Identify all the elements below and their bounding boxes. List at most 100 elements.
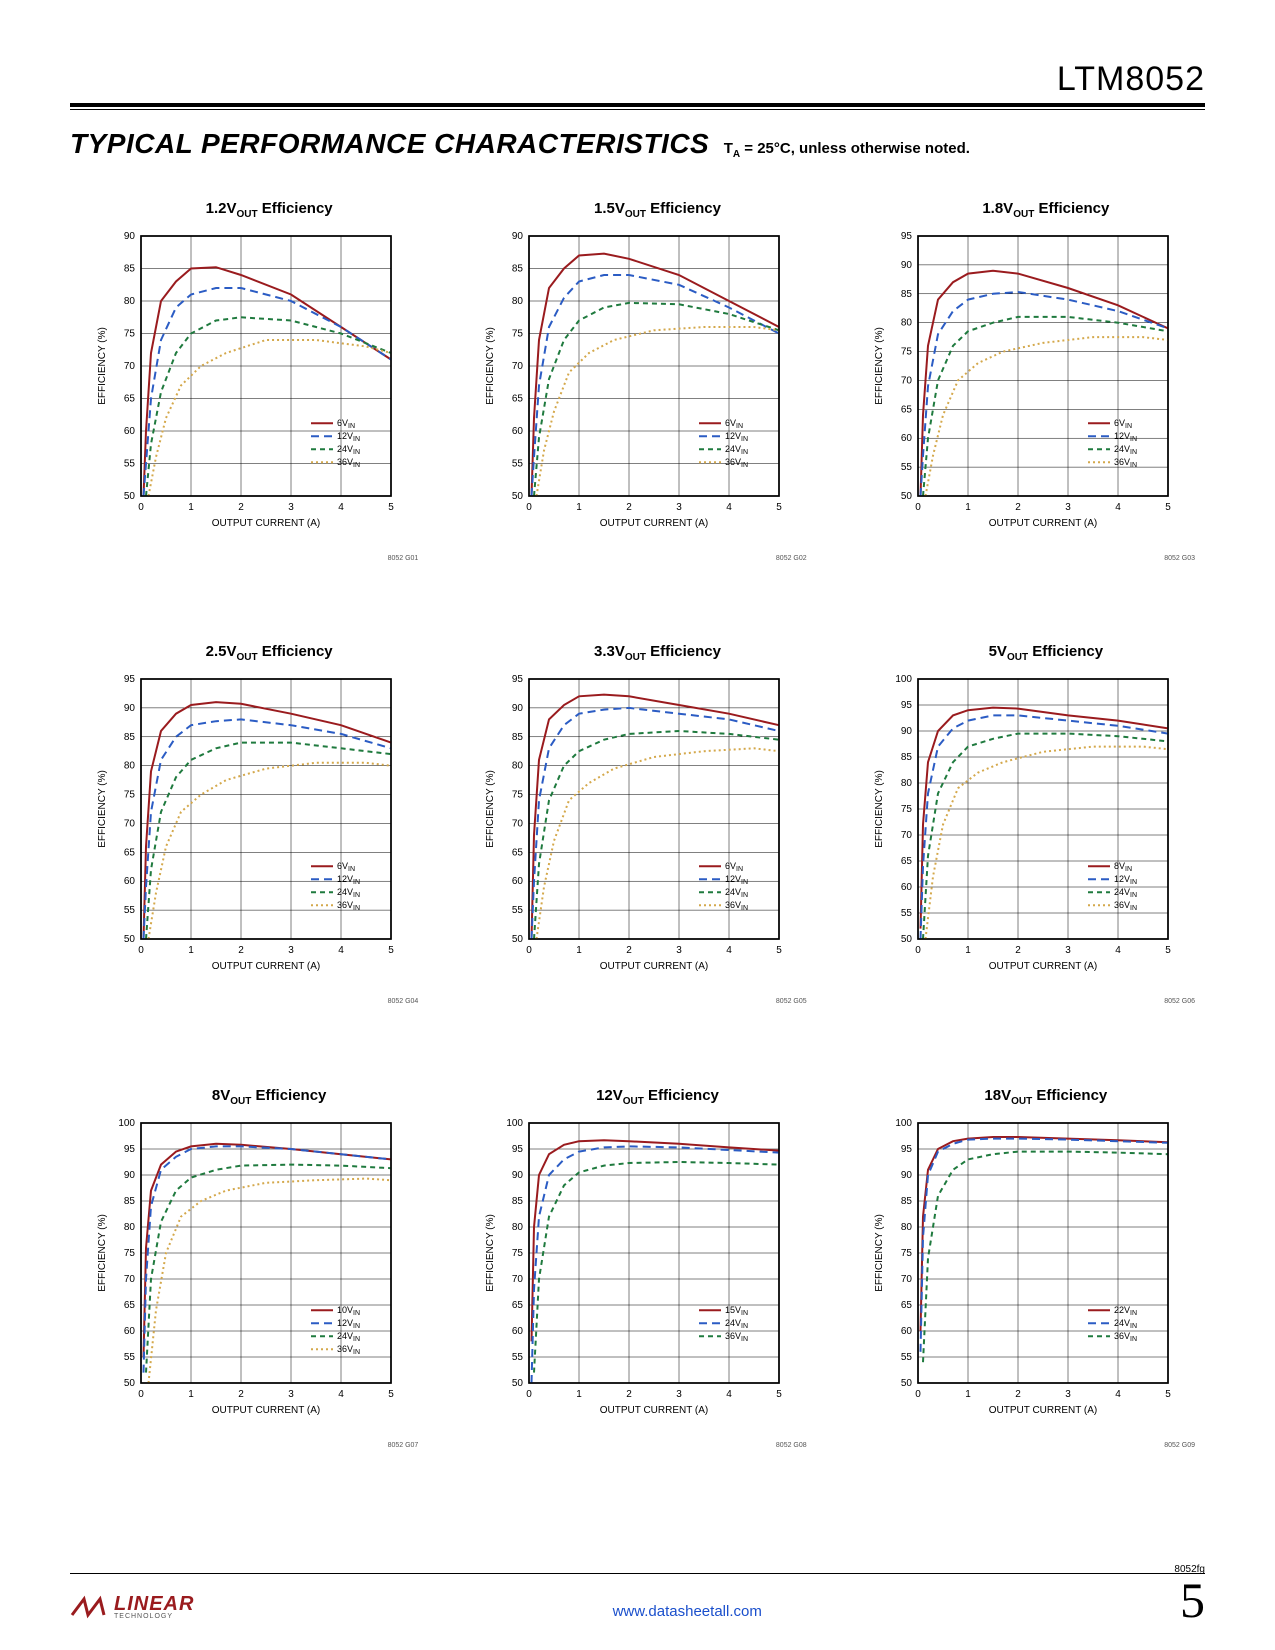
svg-text:1: 1 bbox=[188, 945, 194, 956]
svg-text:0: 0 bbox=[527, 1389, 533, 1400]
svg-text:3: 3 bbox=[1065, 1389, 1071, 1400]
svg-text:1: 1 bbox=[965, 1389, 971, 1400]
svg-text:50: 50 bbox=[512, 1378, 524, 1389]
logo-icon bbox=[70, 1595, 110, 1619]
svg-text:95: 95 bbox=[124, 1144, 136, 1155]
chart-cell: 1.5VOUT Efficiency5055606570758085900123… bbox=[458, 200, 816, 593]
svg-text:60: 60 bbox=[124, 1326, 136, 1337]
svg-text:100: 100 bbox=[118, 1118, 135, 1129]
svg-text:5: 5 bbox=[388, 1389, 394, 1400]
svg-text:65: 65 bbox=[901, 1300, 913, 1311]
svg-text:4: 4 bbox=[338, 1389, 344, 1400]
svg-text:100: 100 bbox=[895, 674, 912, 685]
svg-text:1: 1 bbox=[577, 1389, 583, 1400]
svg-text:4: 4 bbox=[338, 945, 344, 956]
svg-text:90: 90 bbox=[124, 231, 136, 242]
chart-title: 3.3VOUT Efficiency bbox=[594, 643, 721, 663]
efficiency-chart: 50556065707580859095100012345OUTPUT CURR… bbox=[89, 1113, 409, 1433]
section-note: TA = 25°C, unless otherwise noted. bbox=[724, 140, 970, 160]
figure-id: 8052 G01 bbox=[70, 555, 428, 562]
svg-text:90: 90 bbox=[901, 260, 913, 271]
footer-url-link[interactable]: www.datasheetall.com bbox=[613, 1603, 762, 1620]
svg-text:2: 2 bbox=[238, 502, 244, 513]
svg-text:50: 50 bbox=[124, 1378, 136, 1389]
svg-text:85: 85 bbox=[124, 1196, 136, 1207]
svg-text:1: 1 bbox=[965, 502, 971, 513]
svg-text:EFFICIENCY (%): EFFICIENCY (%) bbox=[485, 771, 496, 849]
svg-text:75: 75 bbox=[512, 790, 524, 801]
figure-id: 8052 G04 bbox=[70, 998, 428, 1005]
svg-text:4: 4 bbox=[1115, 945, 1121, 956]
svg-text:70: 70 bbox=[512, 361, 524, 372]
svg-text:5: 5 bbox=[1165, 945, 1171, 956]
svg-text:70: 70 bbox=[901, 375, 913, 386]
section-title: TYPICAL PERFORMANCE CHARACTERISTICS bbox=[70, 128, 709, 160]
chart-cell: 18VOUT Efficiency50556065707580859095100… bbox=[847, 1087, 1205, 1480]
svg-text:3: 3 bbox=[1065, 502, 1071, 513]
company-logo: LINEAR TECHNOLOGY bbox=[70, 1593, 194, 1620]
figure-id: 8052 G05 bbox=[458, 998, 816, 1005]
svg-text:2: 2 bbox=[238, 945, 244, 956]
chart-title: 8VOUT Efficiency bbox=[212, 1087, 327, 1107]
figure-id: 8052 G09 bbox=[847, 1442, 1205, 1449]
svg-text:4: 4 bbox=[727, 1389, 733, 1400]
svg-text:55: 55 bbox=[512, 459, 524, 470]
svg-text:4: 4 bbox=[1115, 502, 1121, 513]
svg-text:0: 0 bbox=[915, 502, 921, 513]
svg-text:50: 50 bbox=[901, 1378, 913, 1389]
svg-text:95: 95 bbox=[512, 674, 524, 685]
svg-text:55: 55 bbox=[124, 459, 136, 470]
svg-text:EFFICIENCY (%): EFFICIENCY (%) bbox=[97, 1214, 108, 1292]
svg-text:100: 100 bbox=[507, 1118, 524, 1129]
svg-text:OUTPUT CURRENT (A): OUTPUT CURRENT (A) bbox=[989, 1405, 1098, 1416]
svg-text:85: 85 bbox=[512, 264, 524, 275]
figure-id: 8052 G08 bbox=[458, 1442, 816, 1449]
svg-text:85: 85 bbox=[901, 289, 913, 300]
svg-text:OUTPUT CURRENT (A): OUTPUT CURRENT (A) bbox=[600, 518, 709, 529]
efficiency-chart: 505560657075808590012345OUTPUT CURRENT (… bbox=[477, 226, 797, 546]
efficiency-chart: 505560657075808590012345OUTPUT CURRENT (… bbox=[89, 226, 409, 546]
svg-text:75: 75 bbox=[124, 329, 136, 340]
svg-text:OUTPUT CURRENT (A): OUTPUT CURRENT (A) bbox=[212, 1405, 321, 1416]
chart-title: 1.8VOUT Efficiency bbox=[982, 200, 1109, 220]
chart-title: 5VOUT Efficiency bbox=[989, 643, 1104, 663]
svg-text:75: 75 bbox=[512, 1248, 524, 1259]
svg-text:0: 0 bbox=[527, 502, 533, 513]
svg-text:55: 55 bbox=[124, 905, 136, 916]
svg-text:90: 90 bbox=[124, 703, 136, 714]
svg-text:1: 1 bbox=[577, 502, 583, 513]
efficiency-chart: 50556065707580859095100012345OUTPUT CURR… bbox=[866, 669, 1186, 989]
svg-text:3: 3 bbox=[677, 502, 683, 513]
svg-text:3: 3 bbox=[288, 945, 294, 956]
svg-text:2: 2 bbox=[627, 502, 633, 513]
svg-text:60: 60 bbox=[901, 433, 913, 444]
svg-text:60: 60 bbox=[512, 426, 524, 437]
svg-text:85: 85 bbox=[512, 732, 524, 743]
svg-text:55: 55 bbox=[512, 905, 524, 916]
svg-text:5: 5 bbox=[388, 502, 394, 513]
svg-text:5: 5 bbox=[777, 502, 783, 513]
svg-text:70: 70 bbox=[901, 1274, 913, 1285]
svg-text:75: 75 bbox=[124, 1248, 136, 1259]
svg-text:OUTPUT CURRENT (A): OUTPUT CURRENT (A) bbox=[212, 961, 321, 972]
svg-text:3: 3 bbox=[677, 945, 683, 956]
efficiency-chart: 50556065707580859095012345OUTPUT CURRENT… bbox=[89, 669, 409, 989]
svg-text:80: 80 bbox=[901, 778, 913, 789]
svg-text:55: 55 bbox=[901, 462, 913, 473]
svg-text:90: 90 bbox=[512, 1170, 524, 1181]
efficiency-chart: 50556065707580859095100012345OUTPUT CURR… bbox=[477, 1113, 797, 1433]
svg-text:1: 1 bbox=[188, 502, 194, 513]
part-number: LTM8052 bbox=[70, 60, 1205, 107]
svg-text:4: 4 bbox=[338, 502, 344, 513]
svg-text:75: 75 bbox=[512, 329, 524, 340]
svg-text:60: 60 bbox=[124, 426, 136, 437]
svg-text:50: 50 bbox=[901, 491, 913, 502]
svg-text:60: 60 bbox=[901, 1326, 913, 1337]
svg-text:65: 65 bbox=[512, 848, 524, 859]
svg-text:85: 85 bbox=[512, 1196, 524, 1207]
svg-text:55: 55 bbox=[901, 908, 913, 919]
svg-text:60: 60 bbox=[512, 877, 524, 888]
svg-text:65: 65 bbox=[901, 856, 913, 867]
svg-text:75: 75 bbox=[901, 1248, 913, 1259]
svg-text:0: 0 bbox=[138, 1389, 144, 1400]
